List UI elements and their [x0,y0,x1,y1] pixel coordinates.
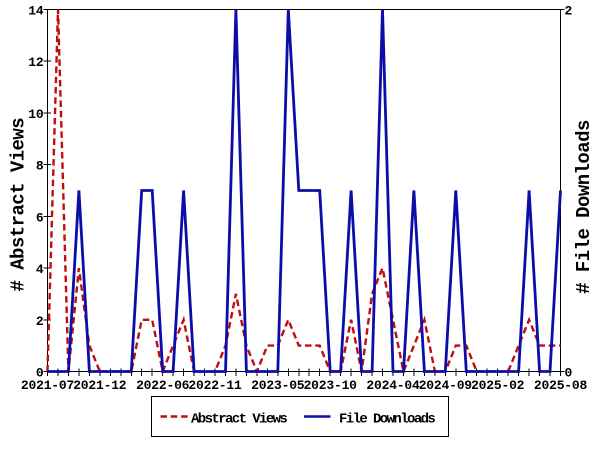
svg-text:14: 14 [28,4,44,19]
svg-text:File Downloads: File Downloads [339,412,435,428]
svg-text:10: 10 [28,107,44,122]
svg-text:# File Downloads: # File Downloads [573,120,595,294]
svg-text:8: 8 [36,159,44,174]
svg-text:# Abstract Views: # Abstract Views [8,118,30,292]
svg-text:12: 12 [28,55,44,70]
svg-text:0: 0 [36,366,44,381]
svg-text:2023-10: 2023-10 [304,378,358,393]
svg-text:2021-07: 2021-07 [21,378,74,393]
svg-text:2021-12: 2021-12 [73,378,127,393]
svg-text:2025-02: 2025-02 [471,378,525,393]
svg-text:2: 2 [36,314,44,329]
svg-text:2: 2 [565,4,573,19]
svg-text:2022-11: 2022-11 [188,378,242,393]
svg-text:2022-06: 2022-06 [136,378,190,393]
svg-text:2024-04: 2024-04 [366,378,420,393]
svg-text:6: 6 [36,210,44,225]
svg-text:2025-08: 2025-08 [534,378,588,393]
svg-text:2024-09: 2024-09 [419,378,473,393]
svg-text:0: 0 [565,366,573,381]
svg-text:4: 4 [36,262,44,277]
svg-text:2023-05: 2023-05 [251,378,305,393]
svg-text:Abstract Views: Abstract Views [191,412,287,428]
